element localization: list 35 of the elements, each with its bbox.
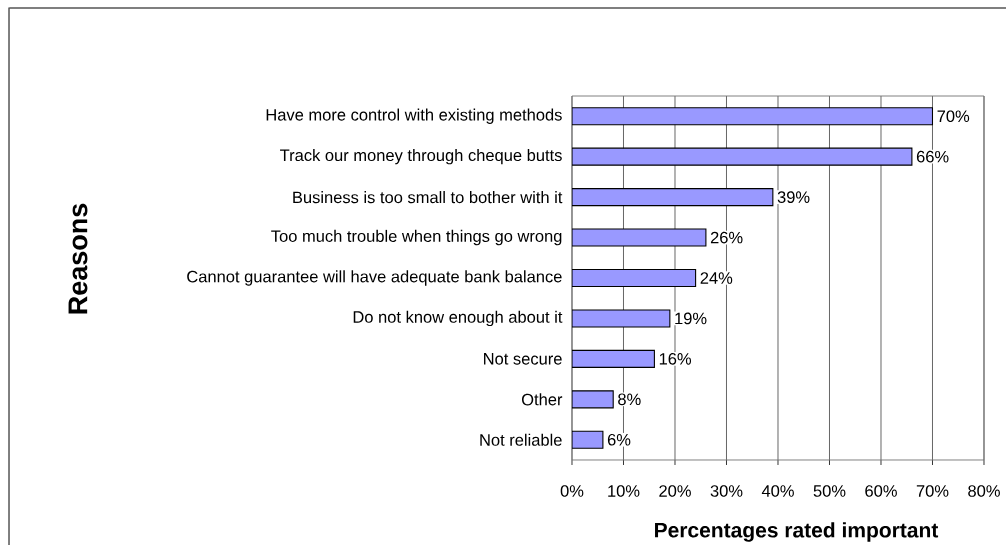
x-axis-title: Percentages rated important [655,522,939,542]
bar [572,268,697,288]
y-tick-label: Not secure [484,353,562,365]
data-label: 8% [618,393,641,406]
bar [572,188,774,207]
bar [572,349,655,368]
data-label: 19% [675,312,707,325]
x-tick-label: 0% [560,485,584,497]
bar [572,107,934,126]
y-tick-label: Not reliable [480,433,562,446]
bar [572,390,614,409]
data-label: 39% [777,191,810,203]
data-label: 70% [937,110,970,123]
data-label: 24% [700,272,733,284]
y-tick-label: Cannot guarantee will have adequate bank balance [187,270,562,286]
x-tick-label: 50% [813,485,846,497]
data-label: 16% [659,353,692,365]
y-tick-label: Other [521,393,563,406]
y-tick-label: Do not know enough about it [353,310,563,327]
data-label: 26% [710,231,743,244]
y-axis-title: Reasons [68,203,88,314]
x-tick-label: 40% [761,485,794,497]
data-label: 6% [607,433,631,446]
data-label: 66% [916,150,949,163]
x-tick-label: 10% [608,485,640,497]
x-tick-label: 70% [916,485,949,497]
x-tick-label: 30% [710,485,743,497]
y-tick-label: Business is too small to bother with it [293,191,563,204]
x-tick-label: 80% [968,485,1000,497]
x-tick-label: 20% [659,485,691,497]
y-tick-label: Track our money through cheque butts [280,148,562,165]
x-tick-label: 60% [865,485,897,497]
y-tick-label: Too much trouble when things go wrong [271,229,562,246]
y-tick-label: Have more control with existing methods [266,108,562,124]
bar [572,147,913,166]
